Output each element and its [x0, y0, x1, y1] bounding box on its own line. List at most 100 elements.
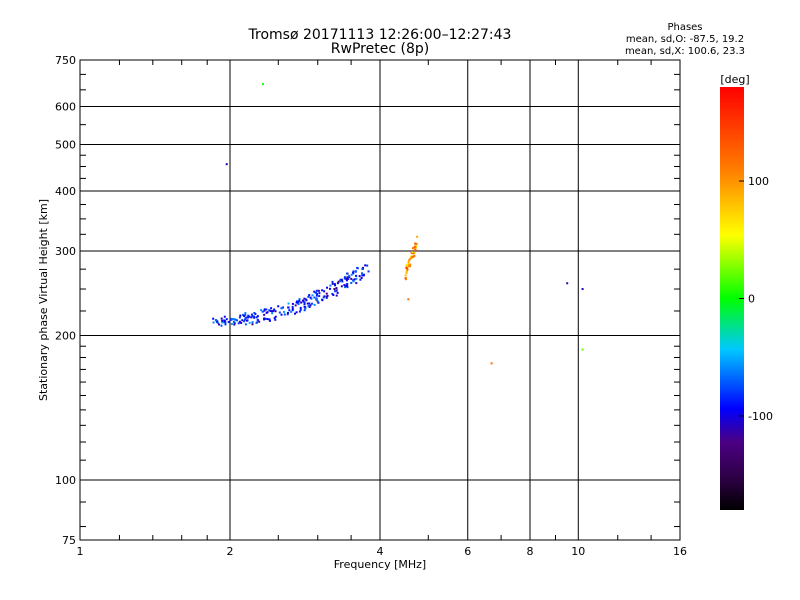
colorbar-tick-label: 0 [748, 293, 755, 306]
data-point [413, 252, 416, 255]
data-point [262, 83, 265, 86]
y-tick-label: 75 [62, 534, 76, 547]
stats-o-mode: mean, sd,O: -87.5, 19.2 [625, 34, 745, 45]
data-point [334, 284, 337, 287]
data-point [313, 290, 316, 293]
data-point [242, 313, 245, 316]
data-point [244, 314, 247, 317]
data-point [268, 318, 271, 321]
data-point [224, 322, 227, 325]
data-point [331, 280, 334, 283]
data-point [352, 280, 355, 283]
x-tick-label: 2 [227, 545, 234, 558]
data-point [233, 322, 236, 325]
data-point [250, 313, 253, 316]
data-point [304, 298, 307, 301]
data-point [326, 294, 329, 297]
data-point [353, 278, 356, 281]
data-point [223, 315, 226, 318]
data-point [407, 298, 410, 301]
data-point [230, 317, 233, 320]
data-point [271, 310, 274, 313]
x-tick-label: 6 [464, 545, 471, 558]
plot-frame [79, 59, 681, 541]
data-point [263, 317, 266, 320]
data-point [358, 275, 361, 278]
data-point [268, 319, 271, 322]
data-point [274, 315, 277, 318]
data-point [566, 282, 569, 285]
data-point [253, 312, 256, 315]
data-point [360, 276, 363, 279]
data-point [247, 314, 250, 317]
data-point [333, 283, 336, 286]
data-point [299, 306, 302, 309]
data-point [321, 299, 324, 302]
data-point [244, 317, 247, 320]
data-point [220, 324, 223, 327]
data-point [490, 362, 493, 365]
data-point [364, 264, 367, 267]
data-point [291, 307, 294, 310]
data-point [237, 322, 240, 325]
data-point [290, 310, 293, 313]
data-point [234, 318, 237, 321]
colorbar-ticks: 100 0 -100 [739, 175, 773, 423]
data-point [413, 246, 416, 249]
data-point [308, 305, 311, 308]
data-point [308, 294, 311, 297]
data-point [325, 296, 328, 299]
data-point [288, 309, 291, 312]
data-point [302, 300, 305, 303]
data-point [350, 281, 353, 284]
data-point [248, 315, 251, 318]
data-point [341, 280, 344, 283]
data-point [268, 309, 271, 312]
data-point [412, 247, 415, 250]
data-point [260, 309, 263, 312]
x-tick-label: 16 [673, 545, 687, 558]
data-point [283, 313, 286, 316]
data-point [225, 163, 228, 166]
data-point [350, 277, 353, 280]
data-point [346, 283, 349, 286]
data-point [263, 309, 266, 312]
data-point [355, 277, 358, 280]
data-point [348, 276, 351, 279]
data-point [409, 263, 412, 266]
data-point [287, 302, 290, 305]
y-tick-label: 200 [55, 330, 76, 343]
data-point [317, 300, 320, 303]
data-point [251, 315, 254, 318]
data-point [228, 320, 231, 323]
data-point [334, 289, 337, 292]
data-point [367, 270, 370, 273]
data-point [318, 295, 321, 298]
data-point [303, 303, 306, 306]
data-point [356, 266, 359, 269]
data-point [236, 319, 239, 322]
data-point [251, 321, 254, 324]
data-point [247, 316, 250, 319]
data-point [225, 318, 228, 321]
data-point [340, 278, 343, 281]
data-point [331, 292, 334, 295]
data-point [359, 278, 362, 281]
y-tick-labels: 75 100 200 300 400 500 600 750 [55, 54, 76, 547]
data-point [407, 264, 410, 267]
data-point [244, 318, 247, 321]
data-point [348, 274, 351, 277]
data-point [291, 309, 294, 312]
data-point [321, 289, 324, 292]
data-point [323, 290, 326, 293]
data-point [404, 278, 407, 281]
data-point [278, 311, 281, 314]
data-point [332, 293, 335, 296]
data-point [315, 291, 318, 294]
data-point [256, 318, 259, 321]
data-point [326, 286, 329, 289]
data-point [297, 303, 300, 306]
data-point [411, 251, 414, 254]
data-point [221, 319, 224, 322]
data-point [214, 319, 217, 322]
